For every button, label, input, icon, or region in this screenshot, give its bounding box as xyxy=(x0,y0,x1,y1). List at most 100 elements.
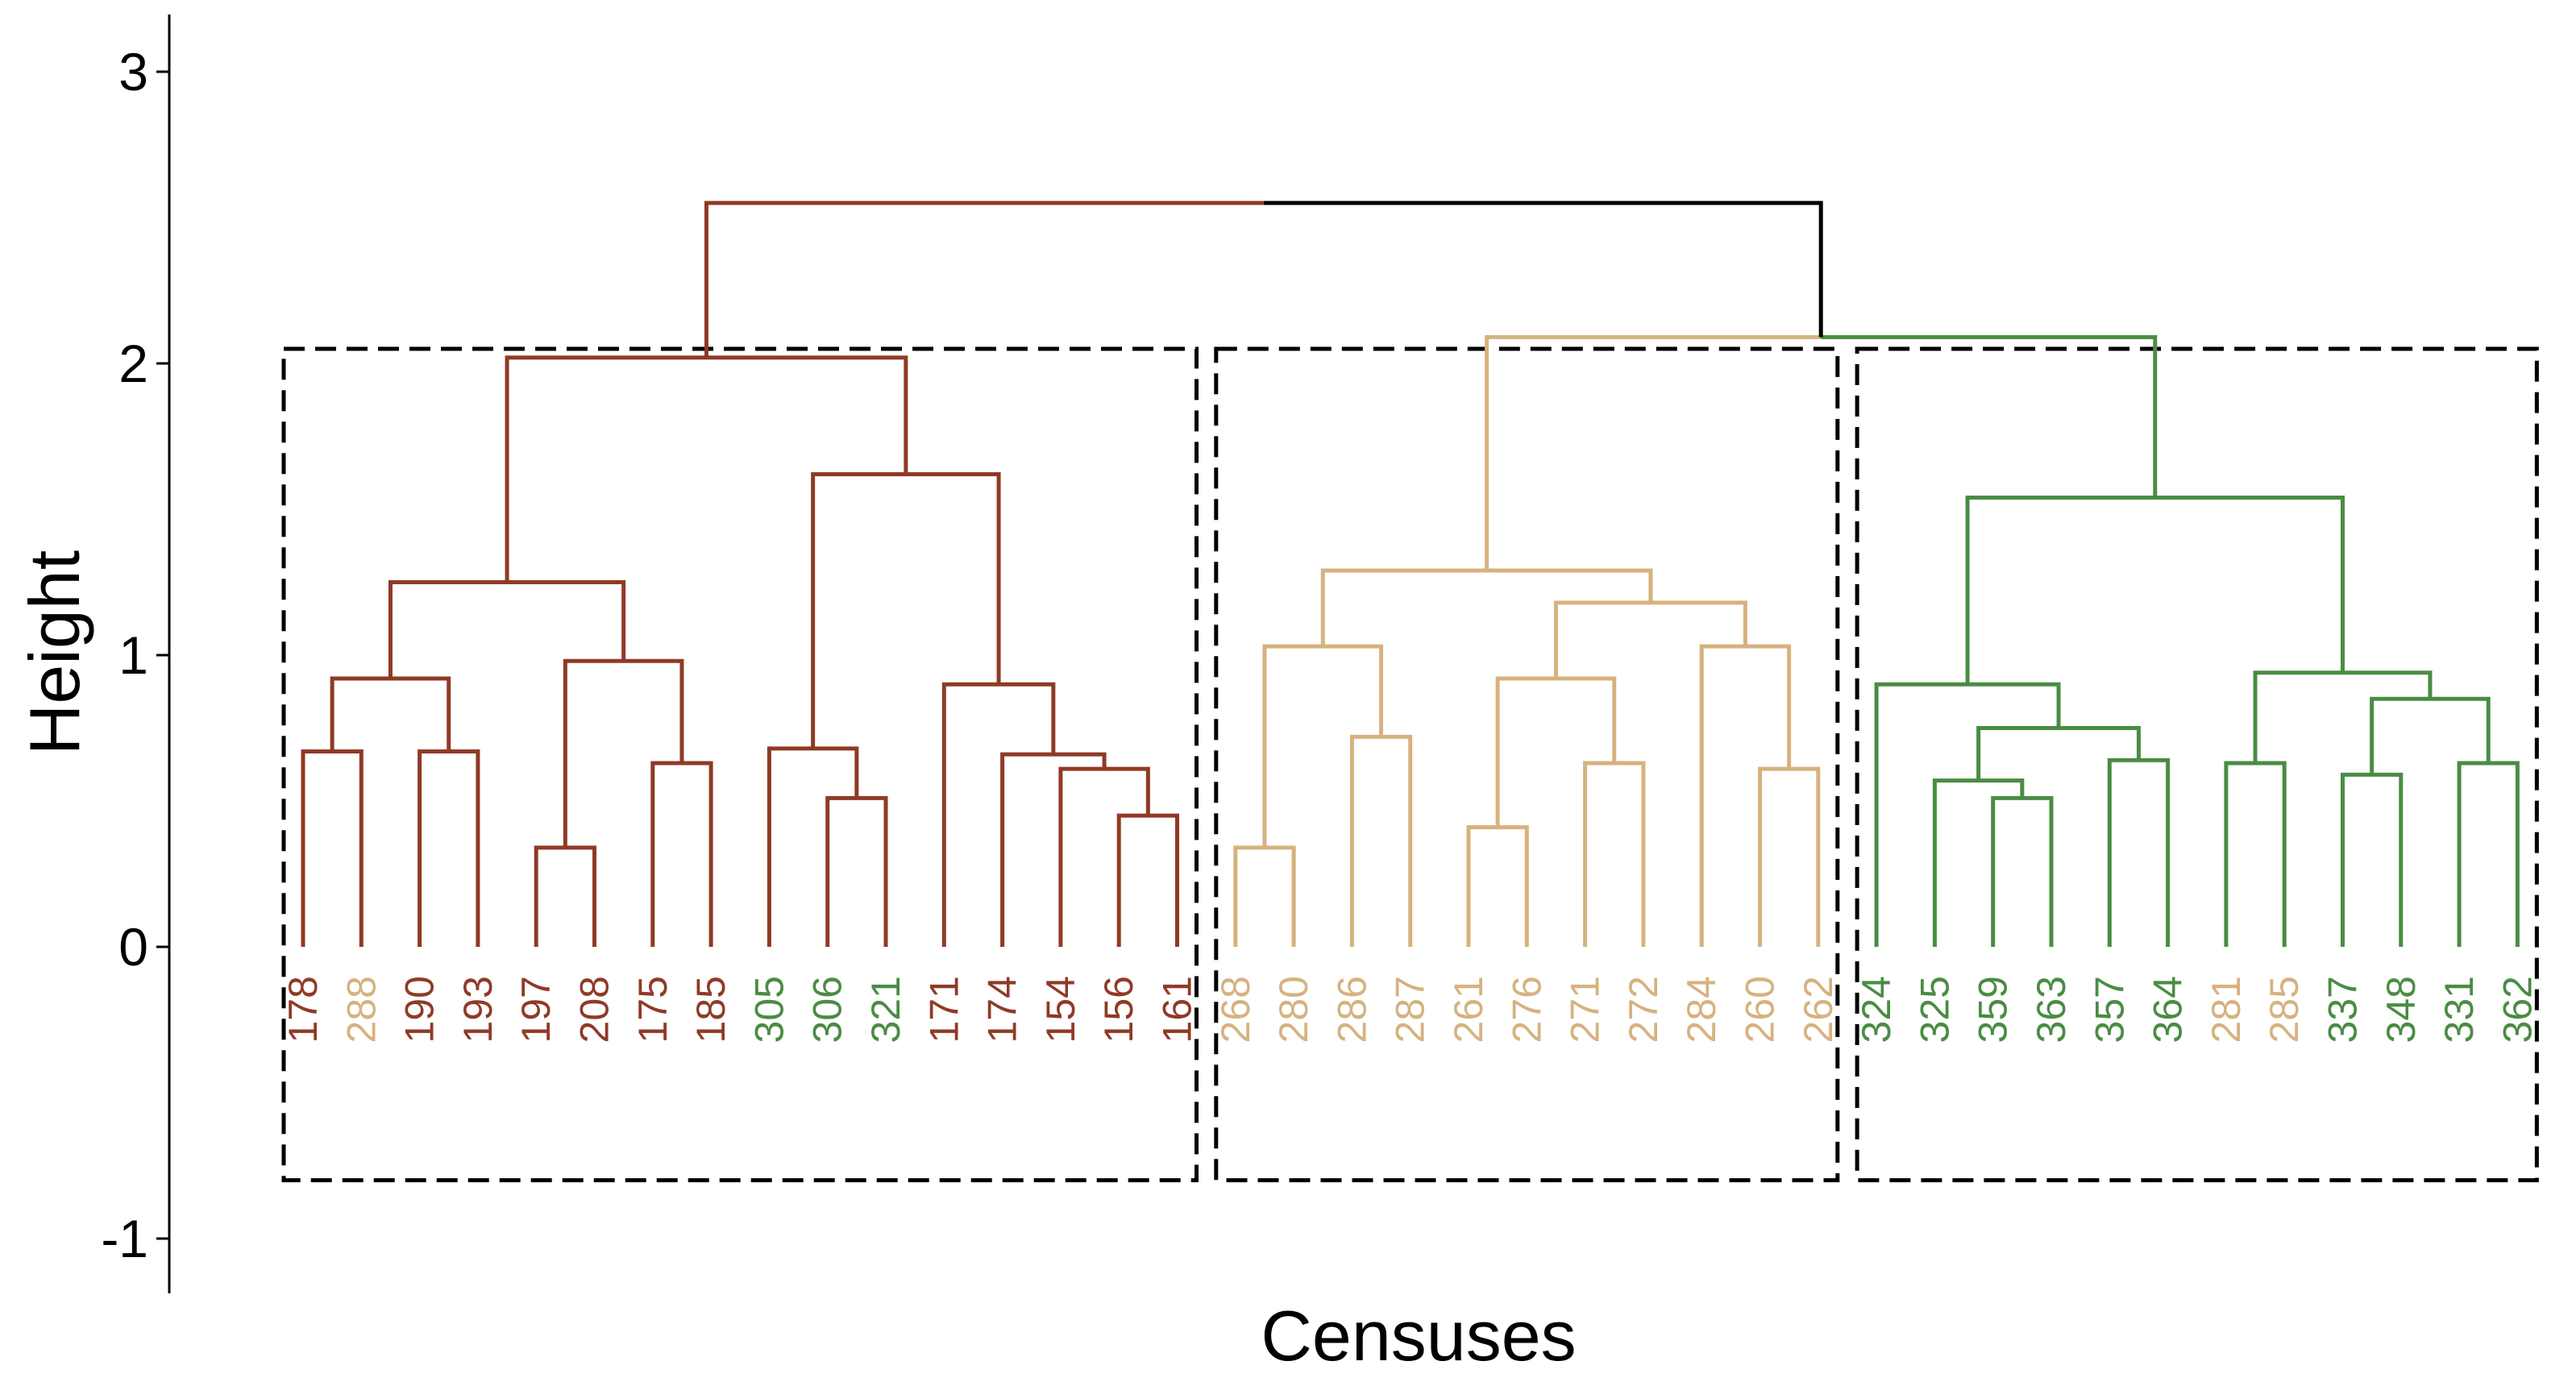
dendrogram-link xyxy=(1233,845,1296,947)
leaf-label: 363 xyxy=(2029,976,2074,1043)
leaf-label: 324 xyxy=(1854,976,1899,1043)
dendrogram-merge xyxy=(2341,772,2404,947)
dendrogram-link-left xyxy=(704,201,1264,358)
leaf-label: 190 xyxy=(397,976,442,1043)
leaf-label: 286 xyxy=(1329,976,1374,1043)
y-tick-label: 0 xyxy=(118,917,148,977)
dendrogram-link xyxy=(650,761,713,947)
dendrogram-link xyxy=(1320,568,1653,647)
leaf-label: 193 xyxy=(455,976,501,1043)
dendrogram-merge xyxy=(1058,766,1150,947)
dendrogram-link xyxy=(811,472,1001,749)
leaf-labels: 178 288 190 193 197 208 175 185 305 306 321 171 174 1… xyxy=(280,976,2540,1043)
dendrogram-link xyxy=(418,749,480,947)
y-tick-label: 2 xyxy=(118,334,148,393)
dendrogram-links xyxy=(301,201,2520,947)
leaf-label: 185 xyxy=(688,976,733,1043)
leaf-label: 362 xyxy=(2495,976,2540,1043)
dendrogram-merge xyxy=(1116,813,1179,947)
dendrogram-link xyxy=(1932,778,2025,947)
leaf-label: 161 xyxy=(1155,976,1200,1043)
dendrogram-merge xyxy=(1758,766,1821,947)
dendrogram-link xyxy=(1874,682,2061,947)
leaf-label: 331 xyxy=(2437,976,2482,1043)
leaf-label: 268 xyxy=(1213,976,1258,1043)
leaf-label: 260 xyxy=(1738,976,1783,1043)
dendrogram-merge xyxy=(811,472,1001,749)
dendrogram-merge xyxy=(825,795,888,947)
leaf-label: 357 xyxy=(2087,976,2132,1043)
dendrogram-link xyxy=(1058,766,1150,947)
dendrogram-link xyxy=(505,355,908,583)
dendrogram-link xyxy=(563,658,684,848)
dendrogram-link xyxy=(2457,761,2520,947)
dendrogram-link xyxy=(1758,766,1821,947)
leaf-label: 281 xyxy=(2204,976,2249,1043)
leaf-label: 208 xyxy=(572,976,617,1043)
leaf-label: 348 xyxy=(2379,976,2424,1043)
cluster-box xyxy=(281,347,1199,1183)
dendrogram-merge xyxy=(1583,761,1646,947)
dendrogram-link xyxy=(1553,600,1747,679)
dendrogram-merge xyxy=(534,845,596,947)
dendrogram-merge xyxy=(1874,682,2061,947)
dendrogram-link xyxy=(1495,676,1617,828)
dendrogram-link xyxy=(534,845,596,947)
dendrogram-merge xyxy=(2457,761,2520,947)
leaf-label: 171 xyxy=(921,976,966,1043)
y-axis-ticks: 3 2 1 0 -1 xyxy=(101,42,169,1268)
dendrogram-merge xyxy=(767,746,859,947)
leaf-label: 197 xyxy=(513,976,559,1043)
dendrogram-link xyxy=(2107,757,2171,947)
y-tick-label: -1 xyxy=(101,1209,148,1268)
dendrogram-merge xyxy=(1965,496,2345,685)
dendrogram-merge xyxy=(1553,600,1747,679)
dendrogram-link xyxy=(825,795,888,947)
dendrogram-link xyxy=(1116,813,1179,947)
cluster-box xyxy=(1855,347,2539,1183)
leaf-label: 287 xyxy=(1388,976,1433,1043)
leaf-label: 178 xyxy=(280,976,326,1043)
y-axis-title: Height xyxy=(15,550,94,755)
leaf-label: 305 xyxy=(746,976,791,1043)
dendrogram-merge xyxy=(418,749,480,947)
dendrogram-merge xyxy=(2224,761,2287,947)
dendrogram-merge xyxy=(301,749,364,947)
cluster-box xyxy=(1214,347,1840,1183)
leaf-label: 337 xyxy=(2320,976,2366,1043)
dendrogram-merge xyxy=(1349,734,1413,947)
dendrogram-merge xyxy=(1485,334,2158,571)
dendrogram-link xyxy=(1349,734,1413,947)
dendrogram-link xyxy=(2224,761,2287,947)
x-axis-title: Censuses xyxy=(1261,1296,1576,1376)
dendrogram-merge xyxy=(1000,752,1107,947)
dendrogram-link xyxy=(2341,772,2404,947)
dendrogram-merge xyxy=(563,658,684,848)
leaf-label: 262 xyxy=(1796,976,1841,1043)
dendrogram-merge xyxy=(1976,726,2141,781)
dendrogram-link-right xyxy=(1263,201,1823,338)
leaf-label: 154 xyxy=(1038,976,1083,1043)
dendrogram-merge xyxy=(2253,670,2433,763)
leaf-label: 175 xyxy=(630,976,675,1043)
leaf-label: 280 xyxy=(1271,976,1316,1043)
leaf-label: 284 xyxy=(1679,976,1724,1043)
dendrogram-link-right xyxy=(1821,334,2158,498)
leaf-label: 261 xyxy=(1446,976,1491,1043)
dendrogram-merge xyxy=(505,355,908,583)
dendrogram-link xyxy=(1000,752,1107,947)
dendrogram-link xyxy=(1466,825,1529,947)
dendrogram-merge xyxy=(704,201,1823,358)
dendrogram-link xyxy=(1262,644,1384,848)
dendrogram-merge xyxy=(1699,644,1792,947)
dendrogram-merge xyxy=(330,676,451,752)
dendrogram-link xyxy=(1699,644,1792,947)
leaf-label: 325 xyxy=(1912,976,1957,1043)
dendrogram-merge xyxy=(1495,676,1617,828)
dendrogram-merge xyxy=(2107,757,2171,947)
leaf-label: 174 xyxy=(980,976,1025,1043)
dendrogram-merge xyxy=(1932,778,2025,947)
dendrogram-link xyxy=(330,676,451,752)
dendrogram-merge xyxy=(1466,825,1529,947)
